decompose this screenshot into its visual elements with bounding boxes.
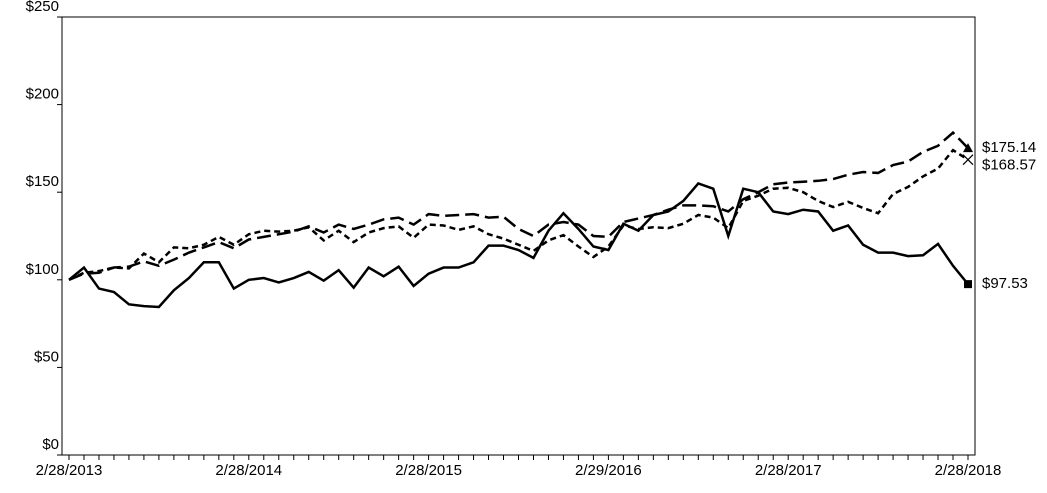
x-tick-label: 2/28/2015 xyxy=(395,462,462,479)
plot-frame xyxy=(61,16,976,456)
y-tick-label: $100 xyxy=(26,261,59,278)
y-tick-label: $200 xyxy=(26,86,59,103)
series-line xyxy=(68,148,969,281)
y-tick-label: $150 xyxy=(26,173,59,190)
x-tick-label: 2/28/2013 xyxy=(36,462,103,479)
x-tick-label: 2/29/2016 xyxy=(575,462,642,479)
x-tick-label: 2/28/2017 xyxy=(755,462,822,479)
x-tick-label: 2/28/2014 xyxy=(215,462,282,479)
end-marker xyxy=(963,143,973,153)
end-marker xyxy=(962,154,974,166)
value-label: $97.53 xyxy=(982,275,1028,292)
value-label: $175.14 xyxy=(982,139,1036,156)
series-line xyxy=(68,181,969,309)
series-line xyxy=(68,130,969,281)
x-tick-label: 2/28/2018 xyxy=(935,462,1002,479)
y-tick-label: $250 xyxy=(26,0,59,15)
end-marker xyxy=(964,280,972,289)
y-tick-label: $50 xyxy=(34,348,59,365)
y-tick-label: $0 xyxy=(42,436,59,453)
value-label: $168.57 xyxy=(982,157,1036,174)
